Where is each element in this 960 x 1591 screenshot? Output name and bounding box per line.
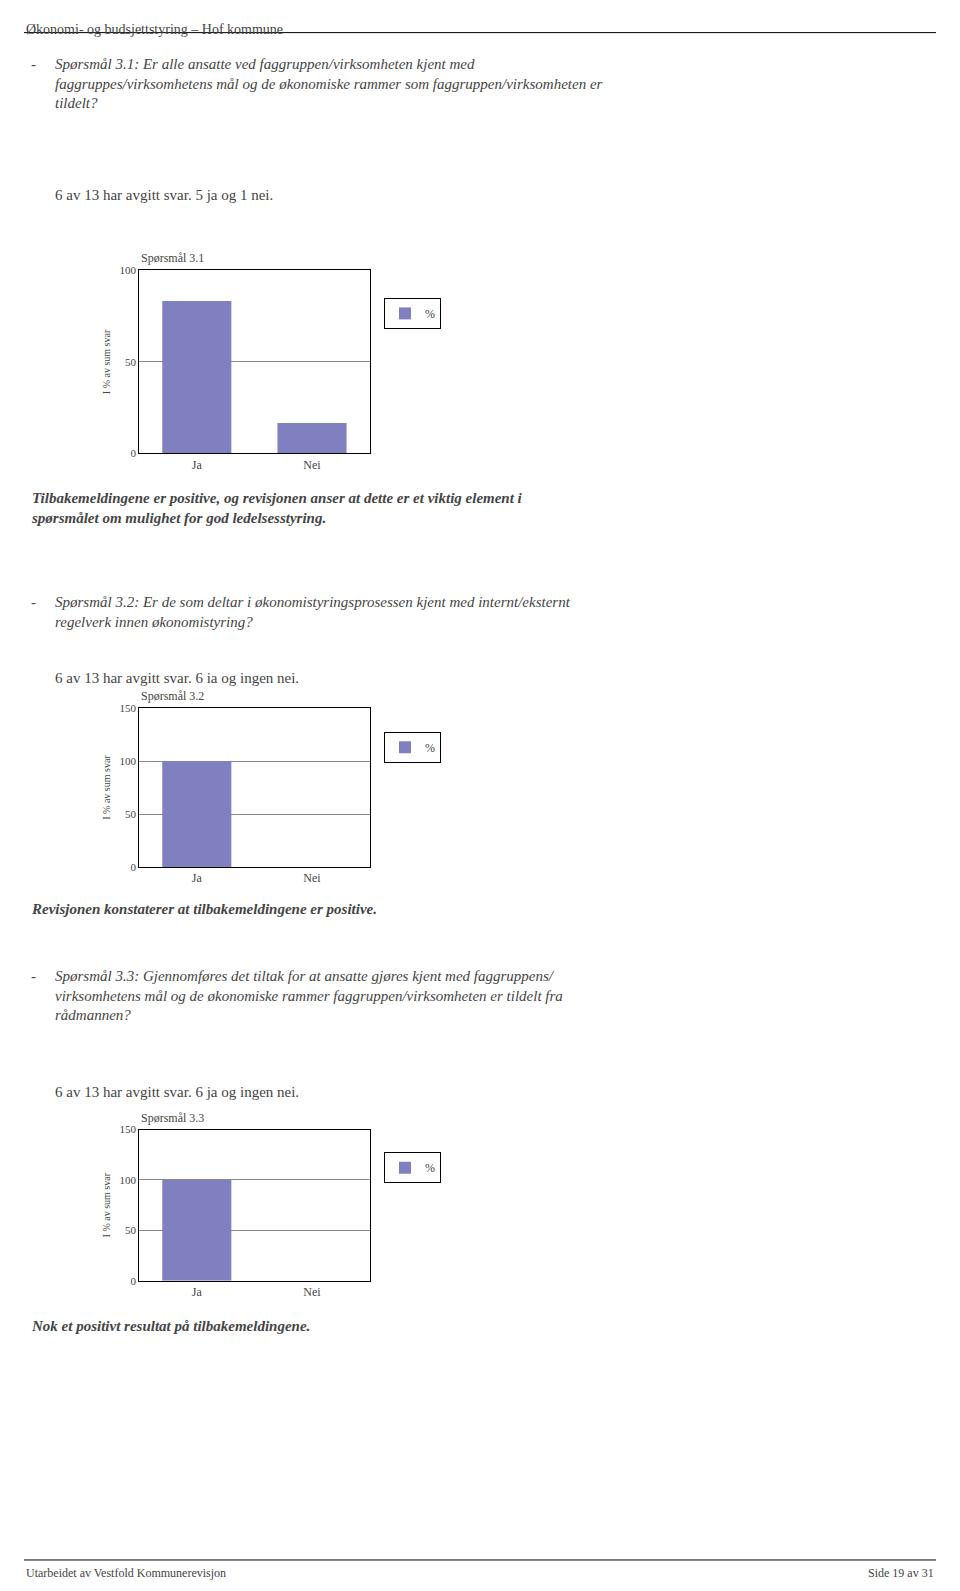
svg-text:150: 150 [120,1123,137,1135]
svg-text:Nei: Nei [303,1285,321,1299]
svg-text:I % av sum svar: I % av sum svar [102,1172,113,1237]
svg-text:100: 100 [120,264,137,276]
svg-text:50: 50 [125,356,137,368]
svg-text:50: 50 [125,808,137,820]
svg-text:6 av 13 har avgitt svar. 6 ia: 6 av 13 har avgitt svar. 6 ia og ingen n… [55,670,299,686]
svg-text:Nei: Nei [303,871,321,885]
svg-text:%: % [425,307,435,321]
svg-text:-: - [31,594,36,610]
svg-text:Revisjonen konstaterer at tilb: Revisjonen konstaterer at tilbakemelding… [31,901,377,917]
svg-text:I % av sum svar: I % av sum svar [102,755,113,820]
svg-text:Spørsmål 3.1: Er alle ansatte: Spørsmål 3.1: Er alle ansatte ved faggru… [55,56,603,111]
svg-text:6 av 13 har avgitt svar. 5 ja: 6 av 13 har avgitt svar. 5 ja og 1 nei. [55,187,273,203]
svg-text:-: - [31,968,36,984]
svg-text:Spørsmål 3.3: Spørsmål 3.3 [141,1111,204,1125]
svg-text:6 av 13 har avgitt svar. 6 ja: 6 av 13 har avgitt svar. 6 ja og ingen n… [55,1084,299,1100]
svg-text:Spørsmål 3.2: Spørsmål 3.2 [141,689,204,703]
svg-text:Spørsmål 3.2: Er de som deltar: Spørsmål 3.2: Er de som deltar i økonomi… [55,594,571,630]
svg-text:I % av sum svar: I % av sum svar [102,329,113,394]
svg-text:Side 19 av 31: Side 19 av 31 [868,1566,934,1580]
svg-text:Tilbakemeldingene er positive,: Tilbakemeldingene er positive, og revisj… [31,490,523,526]
svg-text:Ja: Ja [192,871,203,885]
svg-text:Økonomi- og budsjettstyring –: Økonomi- og budsjettstyring – Hof kommun… [26,22,283,37]
svg-text:%: % [425,741,435,755]
svg-text:100: 100 [120,755,137,767]
svg-text:Nok et positivt resultat på ti: Nok et positivt resultat på tilbakemeldi… [31,1318,310,1334]
svg-text:Ja: Ja [192,458,203,472]
svg-text:0: 0 [131,861,137,873]
svg-text:0: 0 [131,1275,137,1287]
svg-text:Utarbeidet av Vestfold Kommune: Utarbeidet av Vestfold Kommunerevisjon [26,1566,226,1580]
svg-text:%: % [425,1161,435,1175]
svg-text:Ja: Ja [192,1285,203,1299]
svg-text:-: - [31,56,36,72]
svg-text:100: 100 [120,1174,137,1186]
svg-text:50: 50 [125,1224,137,1236]
svg-text:150: 150 [120,702,137,714]
svg-text:0: 0 [131,447,137,459]
svg-text:Spørsmål 3.1: Spørsmål 3.1 [141,251,204,265]
svg-text:Nei: Nei [303,458,321,472]
svg-text:Spørsmål 3.3: Gjennomføres det: Spørsmål 3.3: Gjennomføres det tiltak fo… [55,968,563,1023]
